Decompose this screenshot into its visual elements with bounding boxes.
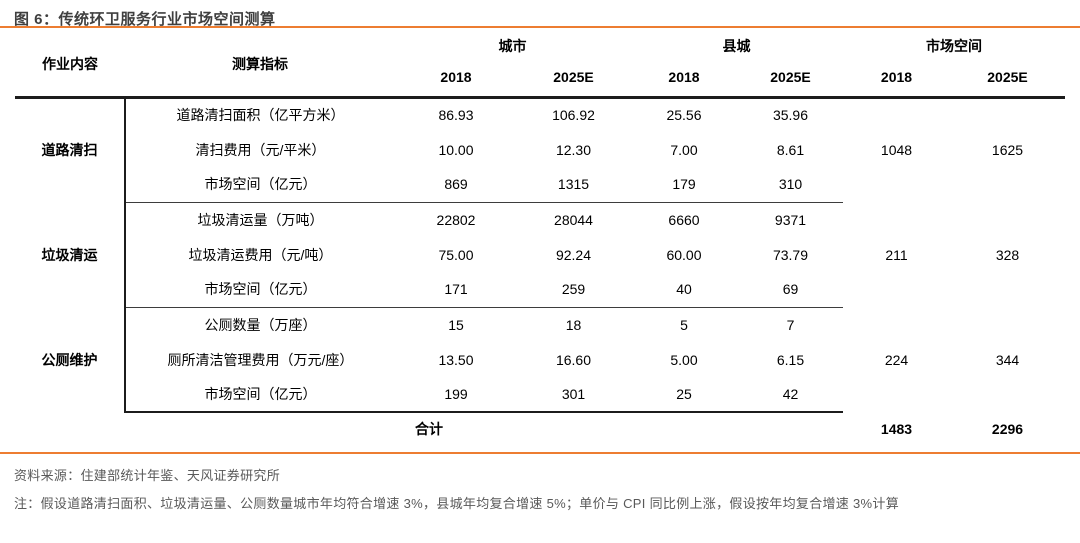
header-group-row: 作业内容 测算指标 城市 县城 市场空间: [15, 33, 1065, 99]
table-row: 市场空间（亿元） 199 301 25 42: [15, 377, 1065, 413]
task-cell: 道路清扫: [15, 97, 126, 202]
header-county-2018: 2018: [630, 58, 738, 99]
footer-divider: [0, 452, 1080, 454]
indicator-cell: 市场空间（亿元）: [125, 272, 395, 308]
total-market-2018-cell: 1483: [880, 420, 913, 437]
value-cell: 12.30: [555, 141, 592, 158]
indicator-cell: 市场空间（亿元）: [125, 167, 395, 203]
header-group-market-space: 市场空间: [926, 37, 982, 54]
market-space-2018-cell: 211: [885, 246, 908, 263]
indicator-cell: 公厕数量（万座）: [204, 316, 317, 333]
value-cell: 9371: [774, 211, 807, 228]
header-year-row: 2018 2025E 2018 2025E 2018 2025E: [15, 58, 1065, 99]
indicator-cell: 垃圾清运量（万吨）: [197, 211, 324, 228]
value-cell: 40: [630, 272, 738, 308]
value-cell: 16.60: [555, 351, 592, 368]
value-cell: 10.00: [438, 141, 474, 158]
value-cell: 60.00: [666, 246, 702, 263]
table-row: 市场空间（亿元） 869 1315 179 310: [15, 167, 1065, 203]
market-space-2025e-cell: 1625: [991, 142, 1024, 159]
header-group-county: 县城: [722, 37, 751, 54]
assumption-note-text: 注：假设道路清扫面积、垃圾清运量、公厕数量城市年均符合增速 3%，县城年均复合增…: [14, 496, 899, 511]
value-cell: 69: [738, 272, 843, 308]
value-cell: 18: [565, 316, 582, 333]
value-cell: 25: [630, 377, 738, 413]
table-row: 厕所清洁管理费用（万元/座） 13.50 16.60 5.00 6.15: [15, 342, 1065, 377]
table-row: 垃圾清运费用（元/吨） 75.00 92.24 60.00 73.79: [15, 237, 1065, 272]
indicator-cell: 厕所清洁管理费用（万元/座）: [167, 351, 354, 368]
table-row: 公厕维护 公厕数量（万座） 15 18 5 7 224 344: [15, 307, 1065, 412]
value-cell: 35.96: [772, 107, 809, 124]
table-row: 清扫费用（元/平米） 10.00 12.30 7.00 8.61: [15, 132, 1065, 167]
value-cell: 7.00: [670, 141, 698, 158]
header-city-2018: 2018: [395, 58, 517, 99]
value-cell: 7: [786, 316, 795, 333]
task-cell: 公厕维护: [15, 307, 126, 412]
table-header: 作业内容 测算指标 城市 县城 市场空间 2018 2025E 2018 202…: [15, 33, 1065, 99]
market-space-2018-cell: 224: [884, 351, 909, 368]
data-source-text: 资料来源：住建部统计年鉴、天风证券研究所: [14, 468, 281, 483]
header-indicator: 测算指标: [125, 33, 395, 99]
market-space-table: 作业内容 测算指标 城市 县城 市场空间 2018 2025E 2018 202…: [15, 33, 1065, 445]
indicator-cell: 道路清扫面积（亿平方米）: [176, 107, 345, 124]
header-group-city: 城市: [498, 37, 527, 54]
value-cell: 42: [738, 377, 843, 413]
header-task: 作业内容: [15, 33, 125, 99]
table-row: 市场空间（亿元） 171 259 40 69: [15, 272, 1065, 308]
header-city-2025e: 2025E: [517, 58, 630, 99]
value-cell: 73.79: [772, 246, 809, 263]
market-space-2025e-cell: 328: [995, 246, 1020, 263]
market-space-2018-cell: 1048: [880, 142, 913, 159]
value-cell: 6.15: [776, 351, 805, 368]
table-row: 道路清扫 道路清扫面积（亿平方米） 86.93 106.92 25.56 35.…: [15, 97, 1065, 202]
value-cell: 5: [680, 316, 688, 333]
value-cell: 869: [395, 167, 517, 203]
value-cell: 86.93: [438, 107, 474, 124]
table-row: 垃圾清运 垃圾清运量（万吨） 22802 28044 6660 9371 211…: [15, 202, 1065, 307]
figure-title: 图 6：传统环卫服务行业市场空间测算: [14, 11, 276, 28]
value-cell: 75.00: [438, 246, 474, 263]
value-cell: 13.50: [438, 351, 474, 368]
table-body: 道路清扫 道路清扫面积（亿平方米） 86.93 106.92 25.56 35.…: [15, 97, 1065, 413]
header-market-2025e: 2025E: [950, 58, 1065, 99]
value-cell: 301: [517, 377, 630, 413]
value-cell: 199: [395, 377, 517, 413]
value-cell: 92.24: [555, 246, 592, 263]
indicator-cell: 市场空间（亿元）: [125, 377, 395, 413]
value-cell: 171: [395, 272, 517, 308]
indicator-cell: 垃圾清运费用（元/吨）: [188, 246, 333, 263]
table-total: 合计 1483 2296: [15, 412, 1065, 445]
total-market-2025e-cell: 2296: [991, 420, 1024, 437]
value-cell: 1315: [517, 167, 630, 203]
title-divider: [0, 26, 1080, 28]
value-cell: 179: [630, 167, 738, 203]
total-row: 合计 1483 2296: [15, 412, 1065, 445]
header-market-2018: 2018: [843, 58, 950, 99]
total-label-cell: 合计: [415, 421, 443, 437]
task-cell: 垃圾清运: [15, 202, 126, 307]
indicator-cell: 清扫费用（元/平米）: [195, 141, 326, 158]
value-cell: 6660: [668, 211, 700, 228]
value-cell: 106.92: [552, 107, 595, 124]
value-cell: 28044: [554, 211, 593, 228]
value-cell: 259: [517, 272, 630, 308]
value-cell: 8.61: [776, 141, 805, 158]
header-county-2025e: 2025E: [738, 58, 843, 99]
market-space-2025e-cell: 344: [995, 351, 1020, 368]
value-cell: 310: [738, 167, 843, 203]
value-cell: 25.56: [666, 107, 702, 124]
value-cell: 22802: [436, 211, 476, 228]
value-cell: 5.00: [670, 351, 698, 368]
value-cell: 15: [448, 316, 464, 333]
